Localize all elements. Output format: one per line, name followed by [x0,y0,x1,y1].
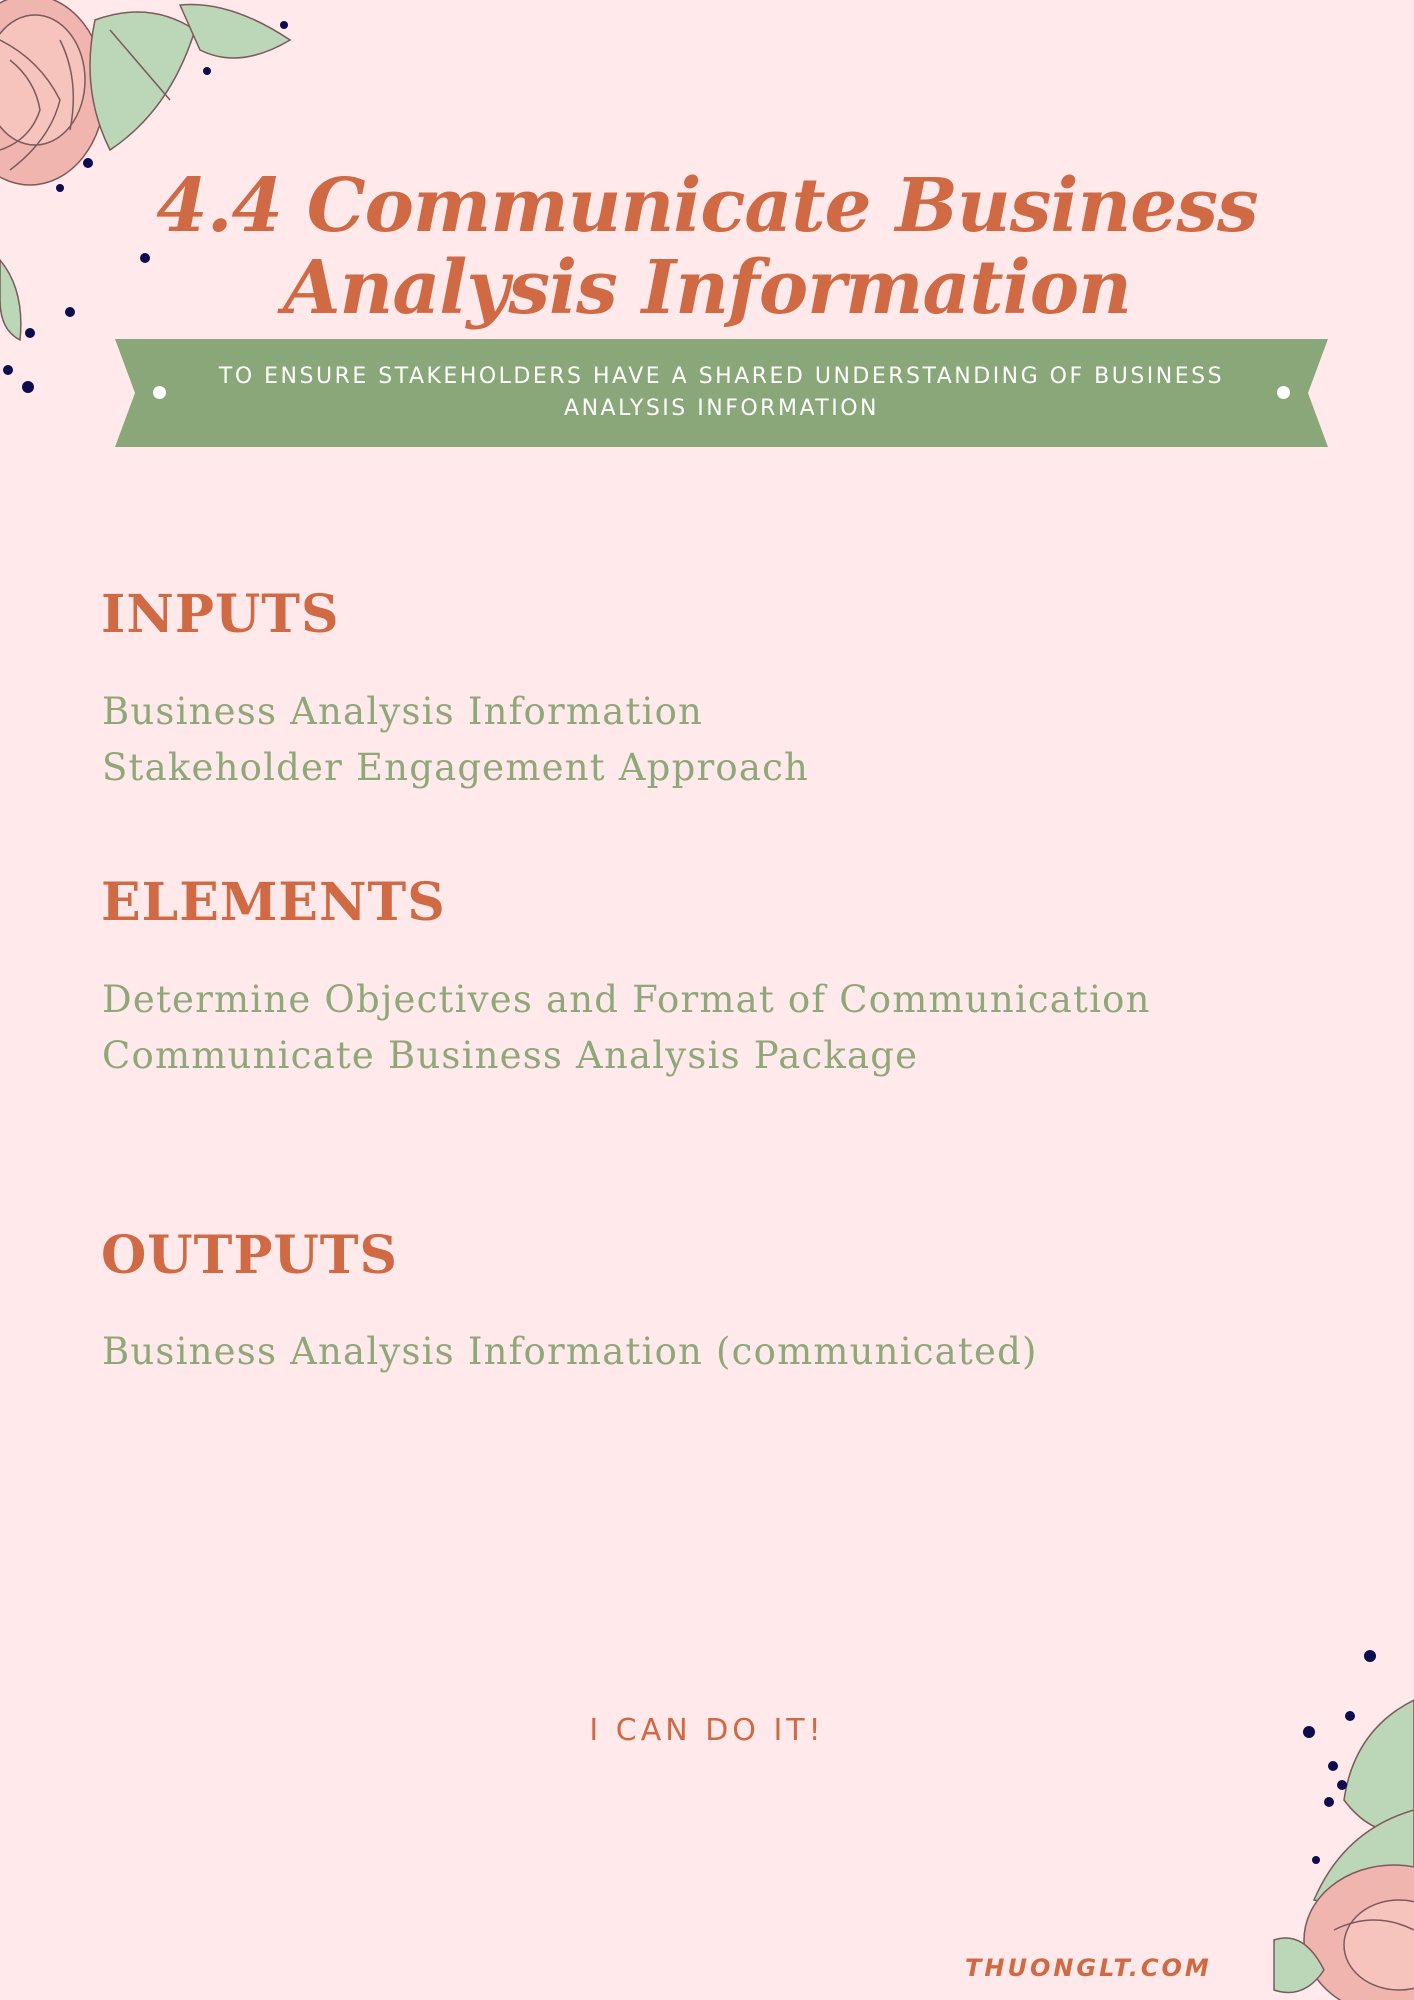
page-title: 4.4 Communicate Business Analysis Inform… [156,163,1258,331]
watermark-text: THUONGLT.COM [965,1954,1212,1982]
subtitle-text: To ensure stakeholders have a shared und… [218,364,1225,421]
ribbon-dot-left [153,386,166,399]
list-item: Determine Objectives and Format of Commu… [102,978,1151,1021]
subtitle-ribbon: To ensure stakeholders have a shared und… [115,339,1328,447]
inputs-list: Business Analysis Information Stakeholde… [102,684,809,796]
list-item: Communicate Business Analysis Package [102,1034,919,1077]
elements-heading: ELEMENTS [101,872,446,933]
ribbon-banner-icon [115,339,1328,447]
motto-text: I CAN DO IT! [589,1713,825,1748]
list-item: Business Analysis Information [102,690,704,733]
floral-decoration-bottom-right-icon [1273,1650,1414,2000]
ribbon-dot-right [1277,386,1290,399]
outputs-list: Business Analysis Information (communica… [102,1324,1038,1380]
list-item: Stakeholder Engagement Approach [102,746,810,789]
inputs-heading: INPUTS [101,584,340,645]
floral-decoration-top-left-icon [0,0,292,393]
outputs-heading: OUTPUTS [101,1225,399,1286]
list-item: Business Analysis Information (communica… [102,1330,1038,1373]
elements-list: Determine Objectives and Format of Commu… [102,972,1151,1084]
